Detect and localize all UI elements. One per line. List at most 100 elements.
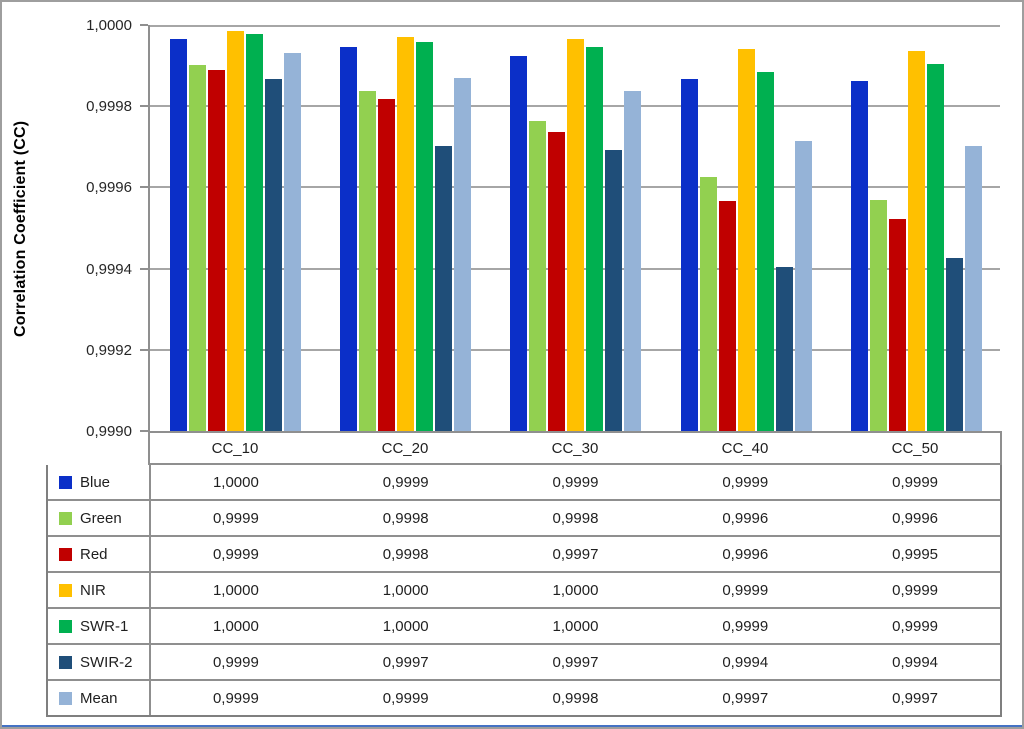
bar-group-CC_30 [491, 25, 661, 431]
legend-label-Blue: Blue [80, 473, 111, 491]
value-SWIR-2-CC_40: 0,9994 [722, 653, 769, 671]
value-Mean-CC_20: 0,9999 [382, 689, 429, 707]
value-Red-CC_30: 0,9997 [552, 545, 599, 563]
legend-cell-SWR-1: SWR-1 [48, 609, 151, 643]
legend-label-SWIR-2: SWIR-2 [80, 653, 133, 671]
value-SWIR-2-CC_20: 0,9997 [382, 653, 429, 671]
bar-NIR-CC_50 [908, 50, 926, 431]
value-Mean-CC_10: 0,9999 [212, 689, 259, 707]
value-SWR-1-CC_30: 1,0000 [552, 617, 599, 635]
bar-Blue-CC_10 [169, 38, 187, 431]
bar-SWR-1-CC_20 [416, 41, 434, 431]
bar-group-CC_10 [150, 25, 320, 431]
y-tick-label: 0,9998 [86, 98, 132, 116]
legend-swatch-SWIR-2 [59, 655, 72, 669]
category-label-CC_30: CC_30 [551, 439, 599, 457]
legend-label-SWR-1: SWR-1 [80, 617, 129, 635]
bar-NIR-CC_20 [397, 36, 415, 431]
bar-Green-CC_40 [699, 176, 717, 431]
legend-label-NIR: NIR [80, 581, 106, 599]
gridline [150, 25, 1000, 27]
bar-NIR-CC_40 [737, 48, 755, 431]
bar-Blue-CC_30 [510, 55, 528, 431]
value-Green-CC_20: 0,9998 [382, 509, 429, 527]
legend-swatch-Red [59, 547, 72, 561]
bar-Red-CC_10 [207, 70, 225, 431]
legend-cell-NIR: NIR [48, 573, 151, 607]
plot-area [148, 25, 1000, 431]
table-row-SWIR-2: SWIR-2 0,9999 0,9997 0,9997 0,9994 0,9994 [48, 645, 1000, 681]
value-Green-CC_40: 0,9996 [722, 509, 769, 527]
category-label-CC_20: CC_20 [381, 439, 429, 457]
legend-swatch-Mean [59, 691, 72, 705]
bar-SWR-1-CC_30 [586, 47, 604, 431]
legend-cell-SWIR-2: SWIR-2 [48, 645, 151, 679]
y-tick-mark [140, 430, 148, 432]
bar-group-CC_50 [832, 25, 1002, 431]
value-SWIR-2-CC_10: 0,9999 [212, 653, 259, 671]
y-tick-mark [140, 24, 148, 26]
legend-label-Red: Red [80, 545, 108, 563]
legend-cell-Red: Red [48, 537, 151, 571]
legend-swatch-NIR [59, 583, 72, 597]
legend-label-Mean: Mean [80, 689, 118, 707]
category-label-CC_40: CC_40 [721, 439, 769, 457]
bar-SWIR-2-CC_40 [775, 266, 793, 431]
bar-Red-CC_40 [718, 201, 736, 431]
bar-SWR-1-CC_10 [245, 34, 263, 431]
value-SWIR-2-CC_50: 0,9994 [892, 653, 939, 671]
bar-group-CC_20 [320, 25, 490, 431]
y-tick-mark [140, 105, 148, 108]
value-Green-CC_50: 0,9996 [892, 509, 939, 527]
value-NIR-CC_30: 1,0000 [552, 581, 599, 599]
table-row-SWR-1: SWR-1 1,0000 1,0000 1,0000 0,9999 0,9999 [48, 609, 1000, 645]
value-SWIR-2-CC_30: 0,9997 [552, 653, 599, 671]
bar-Blue-CC_50 [851, 80, 869, 431]
legend-swatch-SWR-1 [59, 619, 72, 633]
value-Green-CC_30: 0,9998 [552, 509, 599, 527]
y-axis-title: Correlation Coefficient (CC) [12, 120, 29, 338]
y-tick-label: 0,9992 [86, 341, 132, 359]
bar-Red-CC_50 [889, 219, 907, 431]
bar-SWIR-2-CC_30 [605, 149, 623, 431]
bar-Green-CC_50 [870, 200, 888, 431]
value-SWR-1-CC_50: 0,9999 [892, 617, 939, 635]
value-Blue-CC_50: 0,9999 [892, 473, 939, 491]
bar-Green-CC_10 [188, 65, 206, 431]
category-header-row: CC_10 CC_20 CC_30 CC_40 CC_50 [148, 431, 1002, 465]
value-Green-CC_10: 0,9999 [212, 509, 259, 527]
table-row-Blue: Blue 1,0000 0,9999 0,9999 0,9999 0,9999 [48, 465, 1000, 501]
value-Blue-CC_10: 1,0000 [212, 473, 259, 491]
bottom-blue-rule [2, 725, 1022, 727]
value-Blue-CC_40: 0,9999 [722, 473, 769, 491]
category-label-CC_10: CC_10 [211, 439, 259, 457]
bar-Red-CC_30 [548, 131, 566, 431]
value-SWR-1-CC_20: 1,0000 [382, 617, 429, 635]
y-tick-mark [140, 267, 148, 270]
value-NIR-CC_20: 1,0000 [382, 581, 429, 599]
bar-Blue-CC_40 [680, 78, 698, 431]
value-Red-CC_20: 0,9998 [382, 545, 429, 563]
bar-NIR-CC_10 [226, 30, 244, 431]
bar-Mean-CC_40 [794, 141, 812, 431]
value-Mean-CC_50: 0,9997 [892, 689, 939, 707]
table-row-Mean: Mean 0,9999 0,9999 0,9998 0,9997 0,9997 [48, 681, 1000, 715]
value-Mean-CC_40: 0,9997 [722, 689, 769, 707]
legend-cell-Mean: Mean [48, 681, 151, 715]
value-SWR-1-CC_10: 1,0000 [212, 617, 259, 635]
legend-cell-Blue: Blue [48, 465, 151, 499]
bar-Blue-CC_20 [340, 46, 358, 431]
y-tick-label: 1,0000 [86, 17, 132, 34]
value-SWR-1-CC_40: 0,9999 [722, 617, 769, 635]
table-row-NIR: NIR 1,0000 1,0000 1,0000 0,9999 0,9999 [48, 573, 1000, 609]
legend-label-Green: Green [80, 509, 122, 527]
data-table: Blue 1,0000 0,9999 0,9999 0,9999 0,9999 Green 0… [46, 465, 1002, 717]
bar-group-CC_40 [661, 25, 831, 431]
legend-swatch-Green [59, 511, 72, 525]
bar-SWR-1-CC_50 [927, 63, 945, 431]
value-NIR-CC_50: 0,9999 [892, 581, 939, 599]
value-NIR-CC_40: 0,9999 [722, 581, 769, 599]
value-Red-CC_40: 0,9996 [722, 545, 769, 563]
value-Mean-CC_30: 0,9998 [552, 689, 599, 707]
